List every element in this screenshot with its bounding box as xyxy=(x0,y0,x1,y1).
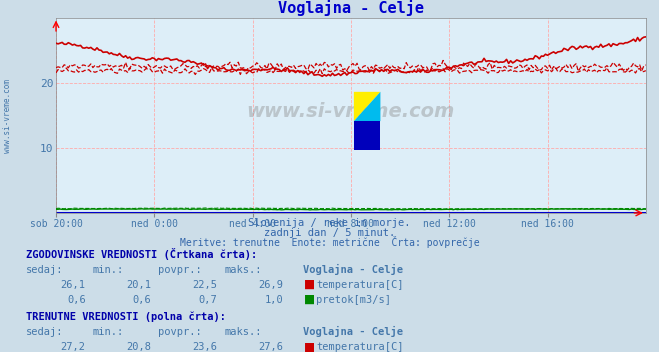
Text: temperatura[C]: temperatura[C] xyxy=(316,342,404,352)
Text: Meritve: trenutne  Enote: metrične  Črta: povprečje: Meritve: trenutne Enote: metrične Črta: … xyxy=(180,236,479,248)
Polygon shape xyxy=(354,92,380,121)
Text: maks.:: maks.: xyxy=(224,327,262,337)
Text: 26,1: 26,1 xyxy=(61,280,86,290)
Text: Slovenija / reke in morje.: Slovenija / reke in morje. xyxy=(248,218,411,228)
Text: Voglajna - Celje: Voglajna - Celje xyxy=(303,326,403,337)
Text: Voglajna - Celje: Voglajna - Celje xyxy=(303,264,403,275)
Text: www.si-vreme.com: www.si-vreme.com xyxy=(3,79,13,153)
Text: zadnji dan / 5 minut.: zadnji dan / 5 minut. xyxy=(264,228,395,238)
Text: 23,6: 23,6 xyxy=(192,342,217,352)
Text: min.:: min.: xyxy=(92,265,123,275)
Polygon shape xyxy=(354,92,380,121)
Text: 27,2: 27,2 xyxy=(61,342,86,352)
Text: www.si-vreme.com: www.si-vreme.com xyxy=(246,102,455,121)
Text: ■: ■ xyxy=(304,278,316,291)
Text: min.:: min.: xyxy=(92,327,123,337)
Text: 22,5: 22,5 xyxy=(192,280,217,290)
Text: ■: ■ xyxy=(304,293,316,306)
Text: sedaj:: sedaj: xyxy=(26,265,64,275)
Text: 1,0: 1,0 xyxy=(265,295,283,305)
Text: 0,6: 0,6 xyxy=(133,295,152,305)
Polygon shape xyxy=(354,121,380,150)
Text: pretok[m3/s]: pretok[m3/s] xyxy=(316,295,391,305)
Text: 26,9: 26,9 xyxy=(258,280,283,290)
Text: temperatura[C]: temperatura[C] xyxy=(316,280,404,290)
Text: ■: ■ xyxy=(304,340,316,352)
Text: povpr.:: povpr.: xyxy=(158,327,202,337)
Text: maks.:: maks.: xyxy=(224,265,262,275)
Text: sedaj:: sedaj: xyxy=(26,327,64,337)
Text: 0,7: 0,7 xyxy=(199,295,217,305)
Text: 20,8: 20,8 xyxy=(127,342,152,352)
Text: ZGODOVINSKE VREDNOSTI (Črtkana črta):: ZGODOVINSKE VREDNOSTI (Črtkana črta): xyxy=(26,248,258,260)
Text: TRENUTNE VREDNOSTI (polna črta):: TRENUTNE VREDNOSTI (polna črta): xyxy=(26,311,226,322)
Text: 0,6: 0,6 xyxy=(67,295,86,305)
Text: povpr.:: povpr.: xyxy=(158,265,202,275)
Text: 27,6: 27,6 xyxy=(258,342,283,352)
Text: 20,1: 20,1 xyxy=(127,280,152,290)
Title: Voglajna - Celje: Voglajna - Celje xyxy=(278,0,424,17)
